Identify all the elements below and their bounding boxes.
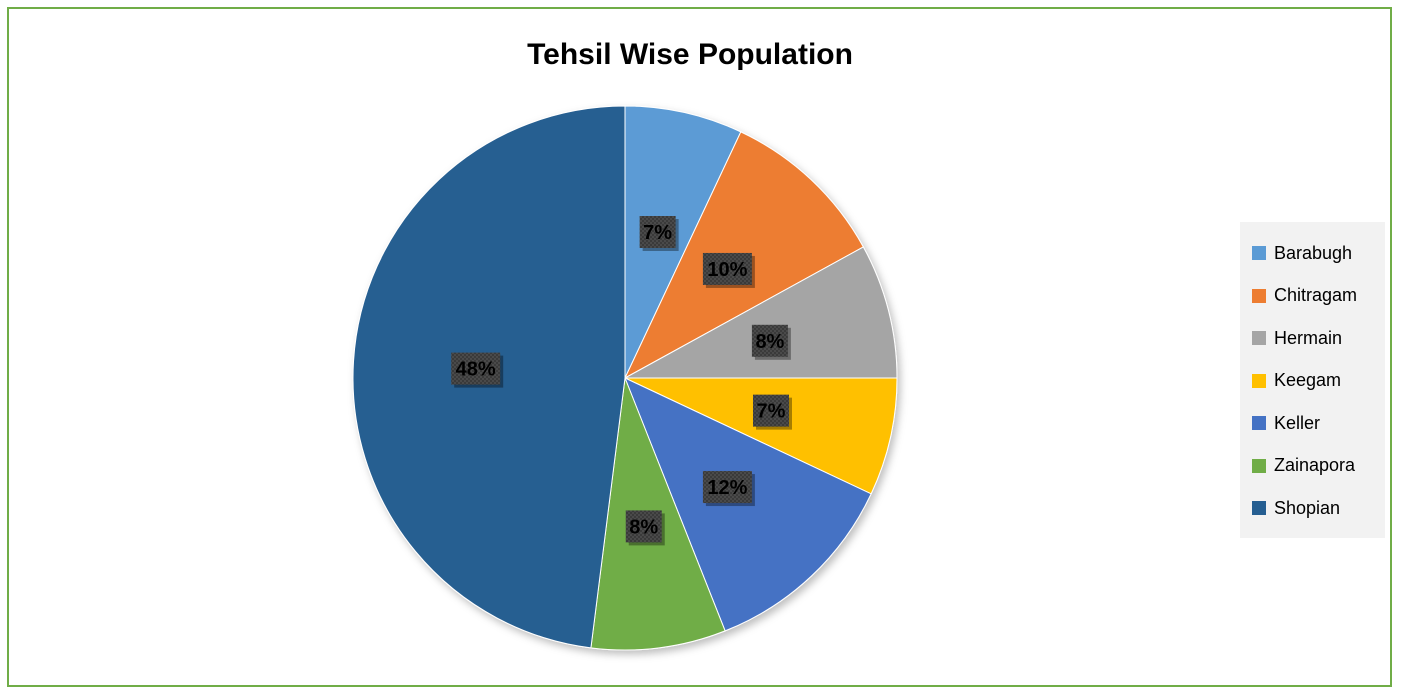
data-label-text: 8%	[629, 516, 658, 538]
legend-item-shopian: Shopian	[1252, 487, 1385, 530]
legend-item-barabugh: Barabugh	[1252, 232, 1385, 275]
data-label-keller: 12%	[703, 471, 755, 506]
chart-legend: Barabugh Chitragam Hermain Keegam Keller Zain…	[1240, 222, 1385, 538]
data-label-zainapora: 8%	[626, 510, 665, 545]
legend-item-zainapora: Zainapora	[1252, 445, 1385, 488]
legend-item-keegam: Keegam	[1252, 360, 1385, 403]
legend-item-hermain: Hermain	[1252, 317, 1385, 360]
data-label-shopian: 48%	[451, 353, 503, 388]
data-label-keegam: 7%	[753, 395, 792, 430]
legend-label: Keegam	[1274, 370, 1341, 391]
legend-label: Barabugh	[1274, 243, 1352, 264]
legend-item-chitragam: Chitragam	[1252, 275, 1385, 318]
legend-label: Zainapora	[1274, 455, 1355, 476]
data-label-text: 10%	[707, 259, 747, 281]
legend-swatch	[1252, 459, 1266, 473]
data-label-chitragam: 10%	[703, 253, 755, 288]
legend-label: Hermain	[1274, 328, 1342, 349]
legend-swatch	[1252, 416, 1266, 430]
data-label-text: 7%	[643, 222, 672, 244]
legend-item-keller: Keller	[1252, 402, 1385, 445]
legend-label: Shopian	[1274, 498, 1340, 519]
legend-swatch	[1252, 331, 1266, 345]
data-label-text: 12%	[707, 477, 747, 499]
data-label-barabugh: 7%	[640, 216, 679, 251]
data-label-hermain: 8%	[752, 325, 791, 360]
legend-swatch	[1252, 289, 1266, 303]
legend-label: Chitragam	[1274, 285, 1357, 306]
legend-swatch	[1252, 246, 1266, 260]
data-label-text: 8%	[755, 331, 784, 353]
data-label-text: 7%	[757, 401, 786, 423]
legend-swatch	[1252, 501, 1266, 515]
data-label-text: 48%	[456, 359, 496, 381]
legend-swatch	[1252, 374, 1266, 388]
legend-label: Keller	[1274, 413, 1320, 434]
